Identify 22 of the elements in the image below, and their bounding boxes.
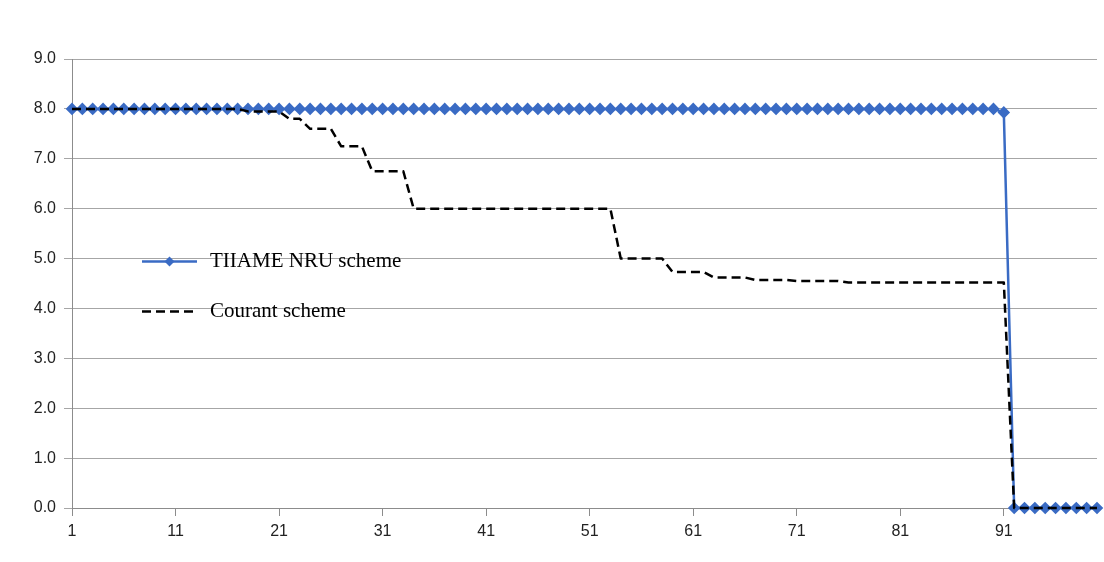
x-tick-label: 1 xyxy=(67,522,77,540)
x-tick-label: 51 xyxy=(580,522,599,540)
legend-label: Courant scheme xyxy=(210,298,346,323)
x-tick-label: 41 xyxy=(477,522,496,540)
x-tick-label: 71 xyxy=(787,522,806,540)
y-tick-label: 3.0 xyxy=(33,348,57,366)
y-tick-label: 7.0 xyxy=(33,149,57,167)
x-tick-label: 31 xyxy=(373,522,392,540)
y-tick-label: 4.0 xyxy=(33,298,57,316)
y-tick-label: 0.0 xyxy=(33,498,57,516)
y-tick-label: 8.0 xyxy=(33,99,57,117)
y-tick-label: 9.0 xyxy=(33,49,57,67)
x-tick-label: 21 xyxy=(270,522,289,540)
x-tick-label: 61 xyxy=(684,522,703,540)
x-tick-label: 11 xyxy=(167,522,184,540)
y-tick-label: 5.0 xyxy=(33,248,57,266)
legend-label: TIIAME NRU scheme xyxy=(210,248,402,273)
x-tick-label: 91 xyxy=(994,522,1013,540)
x-tick-label: 81 xyxy=(891,522,910,540)
y-tick-label: 6.0 xyxy=(33,199,57,217)
y-tick-label: 2.0 xyxy=(33,398,57,416)
y-tick-label: 1.0 xyxy=(33,448,57,466)
